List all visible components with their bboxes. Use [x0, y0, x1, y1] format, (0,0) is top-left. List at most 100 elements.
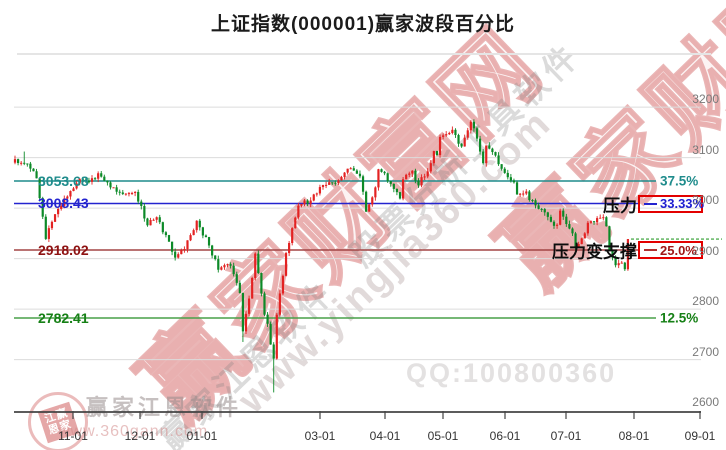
candle [435, 150, 439, 156]
candle [217, 255, 220, 273]
candle [297, 203, 300, 220]
candle [204, 234, 208, 238]
candle [177, 252, 180, 259]
candle [127, 191, 131, 197]
candle [90, 175, 94, 185]
pressure-label: 压力 [603, 196, 637, 215]
candle [617, 259, 620, 269]
candle [528, 190, 531, 202]
y-axis-label: 2800 [692, 294, 719, 309]
candle [278, 290, 281, 317]
candle [195, 220, 198, 233]
candle [540, 207, 543, 212]
candle [112, 187, 115, 189]
candle [124, 193, 127, 196]
candle [334, 180, 337, 186]
level-price-12-5: 2782.41 [38, 310, 89, 326]
candle [23, 151, 26, 166]
candle [355, 169, 358, 174]
candle [232, 262, 235, 277]
candle [183, 246, 186, 253]
y-axis-label: 2700 [692, 344, 719, 359]
candle [519, 192, 522, 197]
candle [623, 261, 626, 271]
candle [284, 251, 288, 277]
pct-box-25-0: 25.0% [638, 241, 703, 259]
level-pct-12-5: 12.5% [660, 310, 699, 326]
candle [309, 197, 312, 208]
candle [626, 239, 630, 271]
candle [318, 184, 322, 196]
candle [429, 160, 432, 174]
candle [352, 165, 355, 171]
candle [146, 217, 149, 227]
candle [211, 244, 214, 259]
candle [586, 220, 589, 236]
candle [383, 170, 386, 176]
candle [371, 196, 374, 207]
candle [389, 180, 392, 187]
candle [288, 240, 291, 257]
candle [32, 168, 35, 172]
candle [608, 225, 611, 252]
candle [478, 135, 482, 155]
candle [312, 193, 315, 202]
candle [451, 126, 454, 135]
candle [57, 207, 60, 218]
y-axis-label: 2900 [692, 243, 719, 258]
candle [186, 240, 189, 253]
candle [294, 216, 297, 229]
candle [488, 142, 491, 150]
level-price-25-0: 2918.02 [38, 242, 89, 258]
candle [29, 161, 32, 172]
candle [445, 131, 448, 137]
candle [84, 177, 87, 183]
candle [589, 220, 593, 224]
candle [272, 342, 275, 393]
pct-box-value-33-33: 33.33% [660, 196, 705, 211]
level-pct-37-5: 37.5% [660, 173, 699, 189]
candle [534, 198, 537, 209]
candle [241, 292, 245, 342]
candle [602, 214, 605, 221]
candle [571, 227, 574, 236]
candle [426, 168, 429, 179]
candle [20, 161, 23, 166]
x-axis-label: 07-01 [550, 429, 582, 443]
candle [614, 255, 617, 268]
candle [115, 184, 118, 195]
candle [164, 231, 168, 238]
candle [460, 143, 463, 148]
candle [365, 190, 368, 212]
candle [207, 236, 211, 249]
candle [380, 168, 383, 173]
candle [500, 164, 503, 171]
candle [568, 220, 571, 230]
candle [555, 223, 559, 229]
candle [41, 196, 44, 220]
candle [152, 218, 155, 221]
candle [103, 174, 106, 182]
candle [106, 180, 109, 186]
candle [244, 310, 248, 335]
candle [53, 214, 57, 223]
candle [321, 184, 325, 190]
candle [583, 232, 586, 239]
candle [192, 228, 195, 236]
candle [140, 199, 143, 210]
candle [401, 177, 405, 201]
candle [463, 134, 466, 147]
candle [395, 188, 399, 196]
candle [149, 217, 152, 226]
candle [66, 195, 69, 200]
candle [291, 227, 294, 246]
candle [263, 291, 266, 317]
candle [605, 216, 608, 227]
candle [405, 173, 408, 180]
candle [158, 214, 161, 225]
y-axis-label: 3000 [692, 193, 719, 208]
candle [494, 151, 497, 157]
candle [543, 207, 546, 216]
candle [247, 295, 251, 317]
